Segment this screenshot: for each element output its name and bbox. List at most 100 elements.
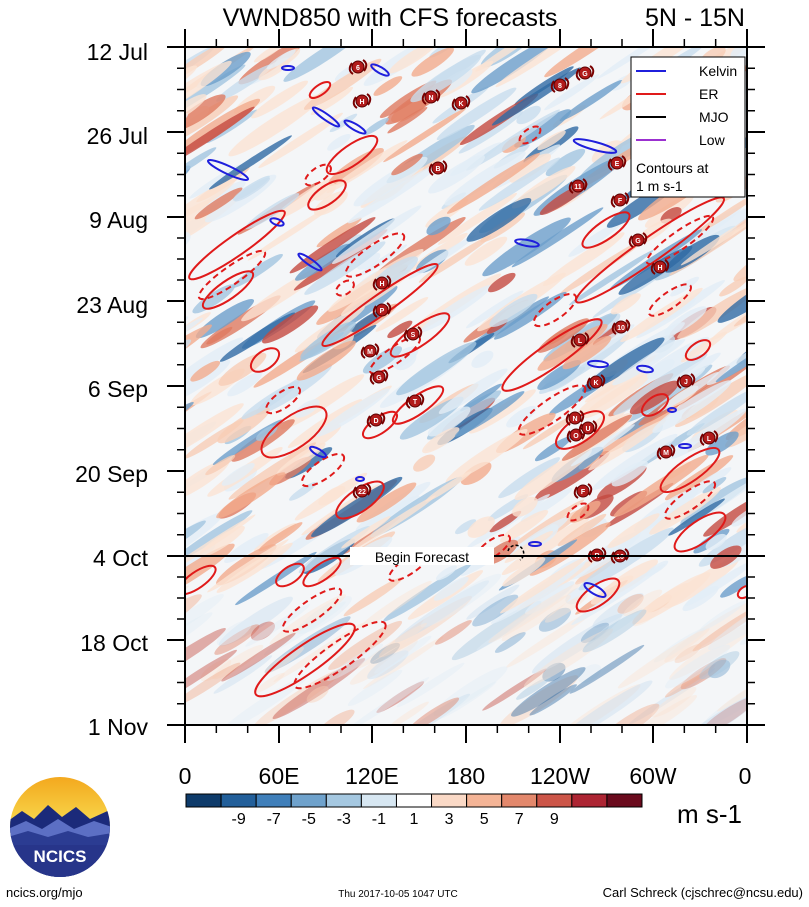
kelvin-contour [528,541,542,547]
storm-label: B [435,166,440,173]
anomaly-streak [375,296,429,332]
anomaly-streak [185,593,224,641]
anomaly-streak [556,684,641,725]
anomaly-streak [294,472,368,521]
anomaly-streak [529,522,611,576]
anomaly-streak [762,174,787,194]
anomaly-streak [232,175,270,201]
anomaly-streak [692,601,747,652]
anomaly-streak [433,666,508,716]
kelvin-contour [370,63,390,77]
storm-label: T [413,399,418,406]
anomaly-streak [434,620,472,645]
anomaly-streak [707,591,747,651]
anomaly-streak [525,581,575,615]
storm-label: 16 [616,554,624,561]
anomaly-streak [438,368,508,414]
anomaly-streak [720,574,747,598]
anomaly-streak [185,318,186,345]
anomaly-streak [747,648,809,697]
storm-marker: O [566,427,586,443]
anomaly-streak [613,353,708,416]
storm-label: H [657,265,662,272]
anomaly-streak [218,352,267,386]
anomaly-streak [664,599,747,663]
er-contour [659,446,721,494]
anomaly-streak [341,515,391,549]
anomaly-streak [185,520,206,553]
storm-marker: L [570,332,590,348]
logo-text: NCICS [34,847,87,866]
anomaly-streak [185,47,231,82]
storm-label: 22 [358,489,366,496]
anomaly-streak [266,49,296,70]
anomaly-streak [469,389,536,434]
er-contour [581,211,631,249]
anomaly-streak [680,658,727,690]
anomaly-streak [755,77,809,118]
colorbar-tick-label: 1 [410,811,419,828]
anomaly-streak [185,199,212,248]
anomaly-streak [542,662,566,682]
legend-label-er: ER [699,86,718,102]
kelvin-contour [514,238,540,248]
anomaly-streak [719,276,747,297]
anomaly-streak [376,681,425,713]
colorbar-tick-label: 5 [480,811,489,828]
anomaly-streak [387,320,413,339]
anomaly-streak [680,331,728,363]
x-axis-labels: 0 60E 120E 180 120W 60W 0 [179,763,752,789]
anomaly-streak [185,64,246,119]
anomaly-streak [221,463,255,486]
er-contour [325,134,379,176]
anomaly-streak [122,654,168,688]
anomaly-streak [730,47,747,59]
storm-marker: H [650,259,670,275]
x-tick-label: 0 [739,763,752,789]
anomaly-streak [557,680,653,725]
anomaly-streak [752,602,794,637]
anomaly-streak [561,414,632,461]
anomaly-streak [501,594,571,641]
er-contour [684,339,712,361]
colorbar-swatch [395,793,433,808]
storm-label: L [578,338,583,345]
anomaly-streak [471,47,557,94]
anomaly-streak [500,509,549,543]
er-contour-dashed [293,620,387,690]
x-tick-label: 120E [345,763,399,789]
anomaly-streak [185,324,212,383]
mjo-contour [507,544,525,561]
colorbar-units: m s-1 [677,799,742,829]
anomaly-streak [388,47,439,74]
legend-note-line1: Contours at [636,160,708,176]
anomaly-streak [418,235,491,283]
anomaly-streak [516,676,551,700]
anomaly-streak [617,593,644,614]
x-tick-label: 120W [530,763,590,789]
kelvin-contour [587,359,609,369]
anomaly-streak [511,667,586,717]
anomaly-streak [396,693,471,725]
x-tick-label: 60W [629,763,677,789]
anomaly-streak [247,203,335,261]
anomaly-streak [413,454,436,472]
colorbar-swatch [255,793,292,808]
colorbar-tick-label: 3 [445,811,454,828]
footer-timestamp: Thu 2017-10-05 1047 UTC [338,889,458,900]
anomaly-streak [569,249,654,306]
anomaly-streak [577,664,602,683]
storm-marker: K [586,374,606,390]
anomaly-streak [436,87,517,141]
anomaly-streak [568,221,622,257]
anomaly-streak [544,74,600,111]
anomaly-streak [570,424,635,467]
storm-label: O [573,433,579,440]
storm-marker: G [369,369,389,385]
anomaly-streak [359,580,432,629]
anomaly-streak [577,369,646,416]
storm-marker: 22 [352,483,372,499]
anomaly-streak [632,607,660,627]
storm-marker: G [628,232,648,248]
anomaly-streak [538,607,571,632]
